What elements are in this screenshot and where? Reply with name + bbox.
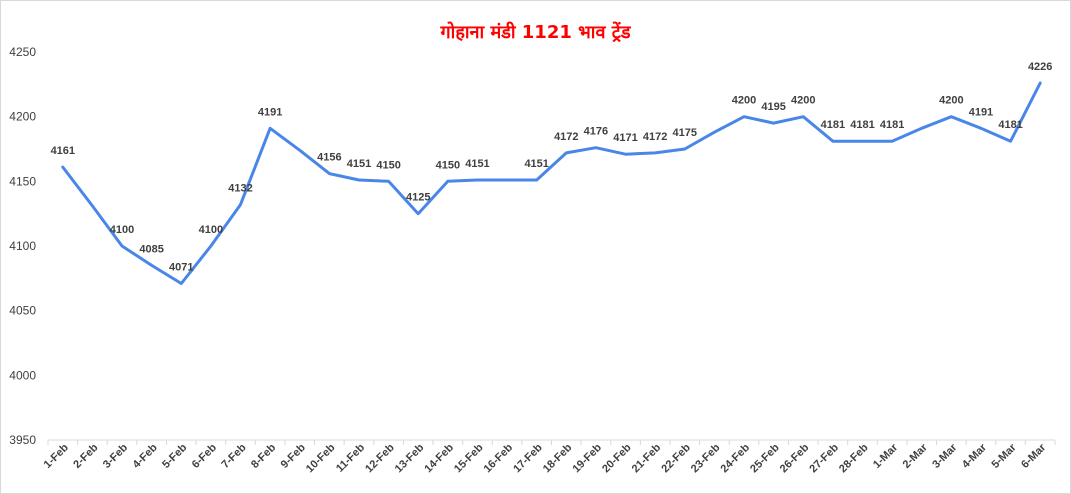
y-tick-label: 4000	[9, 368, 36, 382]
data-label: 4191	[969, 106, 993, 118]
data-label: 4181	[998, 119, 1022, 131]
x-tick-label: 1-Mar	[871, 441, 901, 471]
y-tick-label: 4150	[9, 174, 36, 188]
data-label: 4175	[673, 127, 697, 139]
data-label: 4132	[228, 183, 252, 195]
y-tick-label: 4100	[9, 239, 36, 253]
data-label: 4176	[584, 126, 608, 138]
x-tick-label: 18-Feb	[541, 441, 575, 475]
data-label: 4172	[643, 131, 667, 143]
data-label: 4195	[761, 101, 785, 113]
data-label: 4200	[732, 95, 756, 107]
data-label: 4125	[406, 192, 430, 204]
data-label: 4151	[347, 158, 371, 170]
x-tick-label: 16-Feb	[482, 441, 516, 475]
x-tick-label: 6-Mar	[1019, 441, 1049, 471]
y-axis: 3950 4000 4050 4100 4150 4200 4250	[9, 45, 36, 447]
x-tick-label: 14-Feb	[422, 441, 456, 475]
x-tick-label: 5-Feb	[160, 441, 189, 470]
x-tick-label: 10-Feb	[304, 441, 338, 475]
x-tick-label: 2-Mar	[901, 441, 931, 471]
x-tick-label: 26-Feb	[778, 441, 812, 475]
data-label: 4156	[317, 152, 341, 164]
x-tick-label: 3-Feb	[101, 441, 130, 470]
x-tick-label: 12-Feb	[363, 441, 397, 475]
data-label: 4100	[199, 224, 223, 236]
series-line	[61, 81, 1042, 285]
x-axis: 1-Feb 2-Feb 3-Feb 4-Feb 5-Feb 6-Feb 7-Feb 8-Feb…	[42, 439, 1056, 475]
y-tick-label: 4050	[9, 304, 36, 318]
x-tick-label: 19-Feb	[570, 441, 604, 475]
data-label: 4161	[51, 145, 75, 157]
data-label: 4151	[524, 158, 548, 170]
data-label: 4071	[169, 262, 193, 274]
data-label: 4226	[1028, 61, 1052, 73]
y-tick-label: 4200	[9, 110, 36, 124]
x-tick-label: 21-Feb	[630, 441, 664, 475]
x-tick-label: 7-Feb	[219, 441, 248, 470]
x-tick-label: 17-Feb	[511, 441, 545, 475]
data-label: 4085	[139, 243, 163, 255]
data-label: 4181	[880, 119, 904, 131]
data-label: 4200	[939, 95, 963, 107]
x-tick-label: 8-Feb	[249, 441, 278, 470]
data-labels: 4161 4100 4085 4071 4100 4132 4191 4156 4151 4150…	[51, 61, 1053, 273]
data-label: 4181	[850, 119, 874, 131]
data-label: 4150	[436, 159, 460, 171]
series-line-group	[61, 81, 1042, 285]
data-label: 4100	[110, 224, 134, 236]
x-tick-label: 4-Feb	[131, 441, 160, 470]
x-tick-label: 13-Feb	[393, 441, 427, 475]
y-tick-label: 3950	[9, 433, 36, 447]
x-tick-label: 2-Feb	[71, 441, 100, 470]
x-tick-label: 24-Feb	[719, 441, 753, 475]
x-tick-label: 23-Feb	[689, 441, 723, 475]
data-label: 4172	[554, 131, 578, 143]
x-tick-label: 1-Feb	[42, 441, 71, 470]
data-label: 4200	[791, 95, 815, 107]
x-tick-label: 28-Feb	[837, 441, 871, 475]
data-label: 4171	[613, 132, 637, 144]
x-tick-label: 6-Feb	[190, 441, 219, 470]
x-tick-label: 27-Feb	[807, 441, 841, 475]
data-label: 4151	[465, 158, 489, 170]
x-tick-label: 4-Mar	[960, 441, 990, 471]
data-label: 4181	[821, 119, 845, 131]
x-tick-label: 5-Mar	[989, 441, 1019, 471]
x-tick-label: 25-Feb	[748, 441, 782, 475]
x-tick-label: 3-Mar	[930, 441, 960, 471]
x-tick-label: 11-Feb	[334, 441, 367, 474]
x-tick-label: 15-Feb	[452, 441, 486, 475]
data-label: 4191	[258, 106, 282, 118]
x-tick-label: 20-Feb	[600, 441, 634, 475]
x-tick-label: 22-Feb	[659, 441, 693, 475]
data-label: 4150	[376, 159, 400, 171]
chart-title: गोहाना मंडी 1121 भाव ट्रेंड	[440, 22, 631, 43]
y-tick-label: 4250	[9, 45, 36, 59]
